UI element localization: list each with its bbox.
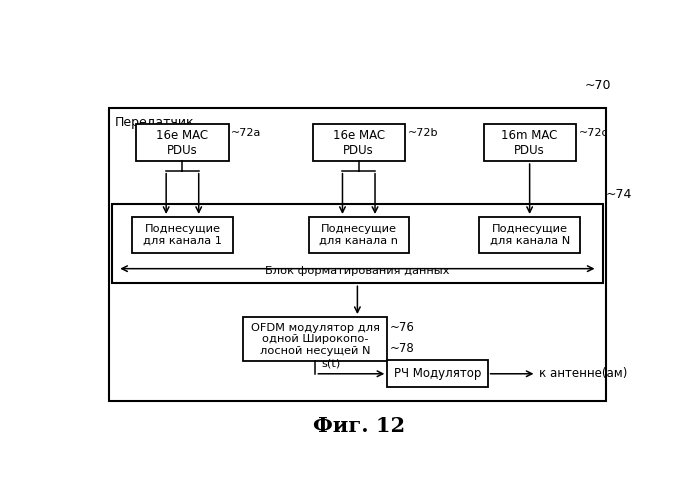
FancyBboxPatch shape: [480, 217, 580, 254]
Text: ~70: ~70: [584, 78, 611, 92]
FancyBboxPatch shape: [244, 317, 387, 362]
Text: ~78: ~78: [390, 342, 414, 354]
FancyBboxPatch shape: [112, 204, 603, 284]
Text: ~76: ~76: [390, 321, 415, 334]
Text: Передатчик: Передатчик: [115, 116, 195, 129]
Text: ~74: ~74: [606, 188, 632, 200]
Text: ~72b: ~72b: [407, 128, 438, 138]
FancyBboxPatch shape: [132, 217, 232, 254]
Text: 16m MAC
PDUs: 16m MAC PDUs: [501, 129, 558, 157]
Text: Поднесущие
для канала N: Поднесущие для канала N: [489, 224, 570, 246]
FancyBboxPatch shape: [484, 124, 575, 161]
Text: s(t): s(t): [322, 358, 341, 368]
Text: ~72a: ~72a: [231, 128, 262, 138]
Text: 16e MAC
PDUs: 16e MAC PDUs: [156, 129, 209, 157]
FancyBboxPatch shape: [387, 360, 488, 387]
FancyBboxPatch shape: [313, 124, 405, 161]
FancyBboxPatch shape: [136, 124, 228, 161]
Text: к антенне(ам): к антенне(ам): [539, 368, 627, 380]
Text: 16e MAC
PDUs: 16e MAC PDUs: [332, 129, 385, 157]
FancyBboxPatch shape: [109, 108, 606, 401]
Text: OFDM модулятор для
одной Широкопо-
лосной несущей N: OFDM модулятор для одной Широкопо- лосно…: [251, 322, 380, 356]
Text: ~72c: ~72c: [578, 128, 608, 138]
Text: Поднесущие
для канала 1: Поднесущие для канала 1: [143, 224, 222, 246]
Text: Поднесущие
для канала n: Поднесущие для канала n: [319, 224, 398, 246]
FancyBboxPatch shape: [309, 217, 409, 254]
Text: РЧ Модулятор: РЧ Модулятор: [393, 368, 481, 380]
Text: Блок форматирования данных: Блок форматирования данных: [265, 266, 449, 276]
Text: Фиг. 12: Фиг. 12: [313, 416, 405, 436]
